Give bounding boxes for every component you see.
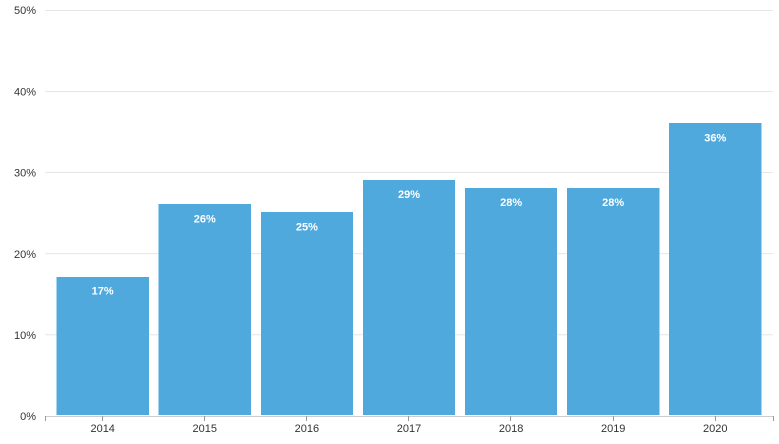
svg-text:50%: 50%: [14, 5, 36, 17]
svg-text:2019: 2019: [601, 423, 625, 435]
svg-text:2015: 2015: [193, 423, 217, 435]
svg-text:0%: 0%: [20, 411, 36, 423]
svg-text:28%: 28%: [500, 197, 522, 209]
svg-text:40%: 40%: [14, 86, 36, 98]
svg-text:10%: 10%: [14, 330, 36, 342]
svg-text:20%: 20%: [14, 249, 36, 261]
svg-text:2018: 2018: [499, 423, 523, 435]
svg-text:29%: 29%: [398, 189, 420, 201]
svg-text:26%: 26%: [194, 214, 216, 226]
svg-text:28%: 28%: [602, 197, 624, 209]
svg-text:30%: 30%: [14, 168, 36, 180]
svg-text:17%: 17%: [92, 286, 114, 298]
svg-text:25%: 25%: [296, 222, 318, 234]
svg-text:2020: 2020: [703, 423, 727, 435]
svg-text:36%: 36%: [704, 132, 726, 144]
svg-text:2016: 2016: [295, 423, 319, 435]
svg-text:2014: 2014: [90, 423, 114, 435]
svg-text:2017: 2017: [397, 423, 421, 435]
